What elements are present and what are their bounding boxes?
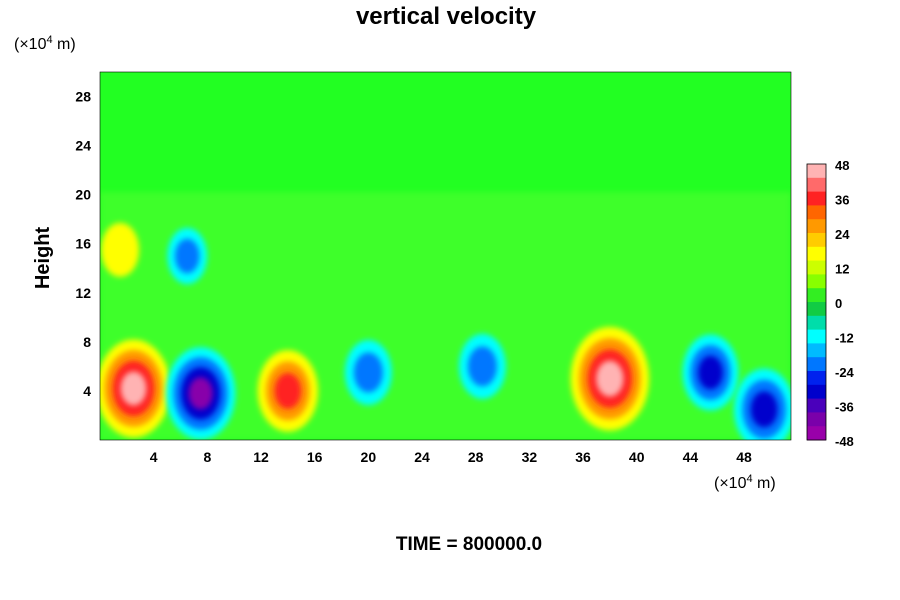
colorbar-ticks: 48 36 24 12 0 -12 -24 -36 -48 xyxy=(835,158,855,449)
contour-level xyxy=(353,352,383,393)
y-axis-unit: (×104 m) xyxy=(14,34,76,53)
colorbar-tick-label: 48 xyxy=(835,158,849,173)
x-axis-ticks: 4 8 12 16 20 24 28 32 36 40 44 48 xyxy=(150,449,752,465)
y-tick-label: 16 xyxy=(75,236,91,252)
colorbar-swatch xyxy=(807,205,826,220)
x-tick-label: 36 xyxy=(575,449,591,465)
x-tick-label: 8 xyxy=(203,449,211,465)
colorbar-tick-label: -48 xyxy=(835,434,854,449)
contour-feature xyxy=(682,334,739,411)
x-tick-label: 44 xyxy=(683,449,699,465)
contour-level xyxy=(101,222,140,277)
colorbar-swatch xyxy=(807,177,826,193)
colorbar-tick-label: 24 xyxy=(835,227,850,242)
x-tick-label: 16 xyxy=(307,449,323,465)
contour-level xyxy=(750,391,778,428)
x-tick-label: 48 xyxy=(736,449,752,465)
colorbar-swatch xyxy=(807,191,826,206)
y-tick-label: 4 xyxy=(83,383,91,399)
contour-features xyxy=(100,222,791,440)
colorbar-swatch xyxy=(807,164,826,179)
y-axis-ticks: 4 8 12 16 20 24 28 xyxy=(75,89,91,399)
colorbar-swatch xyxy=(807,384,826,400)
colorbar-swatch xyxy=(807,343,826,358)
contour-feature xyxy=(100,339,171,438)
contour-level xyxy=(188,377,213,410)
colorbar-swatch xyxy=(807,302,826,317)
x-axis-unit: (×104 m) xyxy=(714,473,776,492)
colorbar-swatch xyxy=(807,219,826,234)
colorbar-swatch xyxy=(807,426,826,441)
colorbar-tick-label: 12 xyxy=(835,262,849,277)
colorbar-tick-label: -12 xyxy=(835,331,854,346)
x-tick-label: 12 xyxy=(253,449,269,465)
colorbar-swatch xyxy=(807,357,826,372)
contour-feature xyxy=(165,347,236,440)
contour-feature xyxy=(733,368,791,440)
colorbar-swatch xyxy=(807,260,826,275)
contour-level xyxy=(175,238,200,274)
x-tick-label: 4 xyxy=(150,449,158,465)
time-footer: TIME = 800000.0 xyxy=(396,534,542,555)
y-axis-label: Height xyxy=(32,227,54,290)
contour-level xyxy=(274,372,302,410)
contour-level xyxy=(698,355,723,390)
y-tick-label: 20 xyxy=(75,187,91,203)
colorbar-swatch xyxy=(807,329,826,344)
colorbar-swatch xyxy=(807,315,826,331)
colorbar-tick-label: -24 xyxy=(835,365,855,380)
colorbar-swatch xyxy=(807,274,826,289)
colorbar-tick-label: 36 xyxy=(835,193,849,208)
colorbar xyxy=(806,163,827,441)
colorbar-swatch xyxy=(807,288,826,303)
colorbar-frame xyxy=(806,163,827,441)
y-tick-label: 12 xyxy=(75,285,91,301)
colorbar-swatch xyxy=(807,412,826,427)
contour-level xyxy=(596,360,624,397)
contour-feature xyxy=(344,340,392,406)
chart-title: vertical velocity xyxy=(356,3,537,30)
colorbar-swatch xyxy=(807,246,826,262)
plot-frame xyxy=(99,71,792,441)
x-tick-label: 28 xyxy=(468,449,484,465)
contour-level xyxy=(467,346,497,387)
contour-feature xyxy=(167,227,208,285)
contour-feature xyxy=(570,326,650,431)
y-tick-label: 8 xyxy=(83,334,91,350)
y-tick-label: 24 xyxy=(75,138,91,154)
x-tick-label: 24 xyxy=(414,449,430,465)
colorbar-tick-label: 0 xyxy=(835,296,842,311)
colorbar-swatch xyxy=(807,398,826,413)
x-tick-label: 20 xyxy=(361,449,377,465)
colorbar-tick-label: -36 xyxy=(835,400,854,415)
x-tick-label: 40 xyxy=(629,449,645,465)
contour-feature xyxy=(257,350,319,432)
contour-level xyxy=(120,371,147,406)
colorbar-swatch xyxy=(807,371,826,386)
colorbar-swatch xyxy=(807,233,826,248)
x-tick-label: 32 xyxy=(522,449,538,465)
y-tick-label: 28 xyxy=(75,89,91,105)
plot-area xyxy=(100,72,791,440)
contour-feature xyxy=(101,222,140,277)
contour-feature xyxy=(458,333,506,399)
